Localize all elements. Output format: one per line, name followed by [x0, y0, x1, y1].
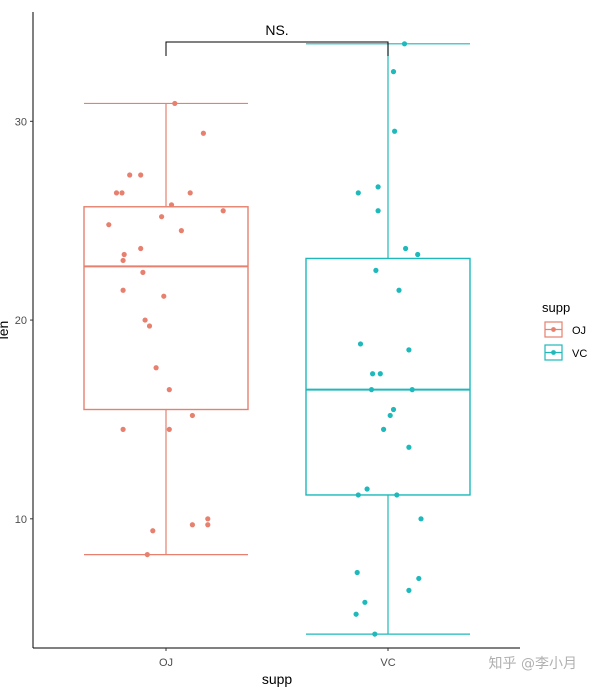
- data-point-vc: [396, 287, 402, 293]
- data-point-oj: [120, 426, 126, 432]
- data-point-vc: [355, 492, 361, 498]
- data-point-vc: [406, 347, 412, 353]
- significance-bracket: [165, 41, 389, 56]
- data-point-oj: [127, 172, 133, 178]
- data-point-vc: [355, 190, 361, 196]
- data-point-oj: [150, 528, 156, 534]
- y-ticks: 10 20 30: [15, 116, 33, 526]
- x-ticks: OJ VC: [159, 648, 396, 669]
- data-point-vc: [406, 587, 412, 593]
- data-point-oj: [120, 287, 126, 293]
- data-point-vc: [403, 245, 409, 252]
- data-point-vc: [364, 486, 370, 492]
- data-point-vc: [368, 387, 375, 393]
- data-point-oj: [187, 190, 193, 196]
- legend-key-oj: OJ: [544, 321, 586, 338]
- data-point-oj: [138, 245, 144, 252]
- watermark: 知乎 @李小月: [489, 655, 577, 672]
- data-point-oj: [166, 426, 172, 432]
- data-point-oj: [200, 130, 206, 136]
- data-point-vc: [353, 611, 359, 617]
- legend-key-point: [551, 350, 556, 355]
- box-iqr: [305, 257, 471, 496]
- points: [106, 41, 424, 637]
- axes: [32, 12, 520, 649]
- data-point-oj: [113, 190, 120, 196]
- data-point-vc: [416, 575, 422, 582]
- data-point-vc: [390, 406, 397, 413]
- data-point-vc: [415, 251, 421, 258]
- data-point-vc: [370, 371, 376, 377]
- data-point-vc: [375, 208, 381, 214]
- legend-label: OJ: [572, 325, 586, 337]
- y-tick-label: 20: [15, 315, 27, 327]
- legend-label: VC: [572, 348, 587, 360]
- x-tick-label: VC: [380, 657, 395, 669]
- legend: supp OJ VC: [542, 300, 587, 361]
- data-point-vc: [362, 599, 368, 605]
- data-point-oj: [121, 251, 127, 258]
- box-oj: [83, 102, 249, 556]
- data-point-oj: [205, 522, 211, 528]
- data-point-vc: [401, 41, 408, 47]
- data-point-vc: [381, 426, 387, 432]
- data-point-vc: [375, 184, 381, 190]
- data-point-oj: [153, 365, 159, 371]
- data-point-oj: [138, 172, 144, 178]
- data-point-vc: [373, 267, 379, 273]
- significance-annotation: NS.: [165, 22, 389, 56]
- data-point-oj: [142, 317, 148, 323]
- data-point-oj: [159, 214, 165, 220]
- data-point-vc: [377, 371, 383, 377]
- data-point-oj: [189, 412, 195, 419]
- legend-title: supp: [542, 300, 570, 315]
- boxes: [83, 43, 471, 635]
- data-point-vc: [387, 412, 393, 419]
- data-point-vc: [392, 128, 398, 134]
- data-point-oj: [120, 257, 126, 264]
- data-point-vc: [390, 69, 397, 75]
- data-point-oj: [146, 323, 153, 329]
- data-point-oj: [178, 228, 184, 234]
- y-tick-label: 10: [15, 514, 27, 526]
- legend-key-vc: VC: [544, 344, 587, 361]
- data-point-oj: [140, 269, 146, 275]
- data-point-vc: [372, 631, 378, 637]
- data-point-vc: [418, 516, 424, 522]
- data-point-vc: [357, 341, 364, 347]
- data-point-vc: [406, 444, 412, 450]
- data-point-oj: [168, 202, 175, 208]
- data-point-vc: [409, 387, 415, 393]
- data-point-oj: [189, 522, 195, 528]
- data-point-oj: [106, 222, 112, 228]
- box-vc: [305, 43, 471, 635]
- data-point-oj: [205, 516, 211, 522]
- data-point-oj: [161, 293, 167, 299]
- significance-label: NS.: [265, 22, 288, 38]
- y-tick-label: 30: [15, 116, 27, 128]
- box-iqr: [83, 206, 249, 411]
- x-tick-label: OJ: [159, 657, 173, 669]
- data-point-oj: [220, 208, 226, 214]
- data-point-vc: [394, 492, 400, 498]
- data-point-oj: [166, 387, 172, 393]
- x-axis-title: supp: [262, 671, 293, 687]
- data-point-vc: [354, 569, 360, 576]
- data-point-oj: [172, 100, 178, 107]
- legend-key-point: [551, 327, 556, 332]
- data-point-oj: [144, 551, 150, 558]
- data-point-oj: [119, 190, 125, 196]
- y-axis-title: len: [0, 321, 11, 340]
